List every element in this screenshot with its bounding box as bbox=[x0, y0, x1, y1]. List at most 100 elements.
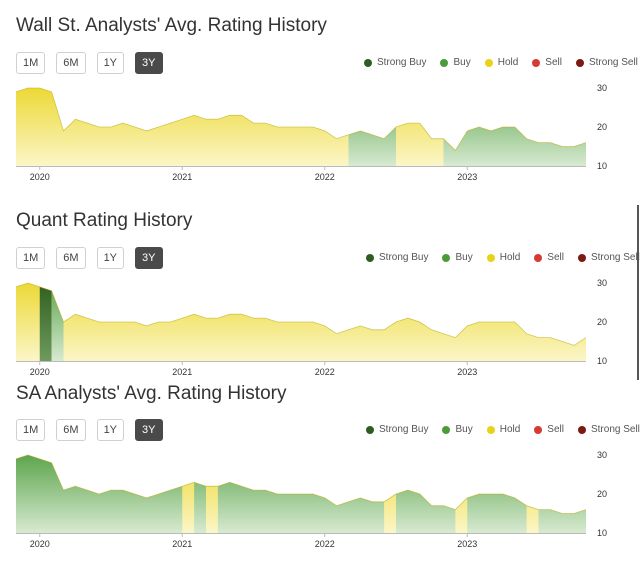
range-button-1m[interactable]: 1M bbox=[16, 247, 45, 269]
y-tick-label: 30 bbox=[597, 450, 607, 460]
legend-dot-icon bbox=[576, 59, 584, 67]
y-tick-label: 30 bbox=[597, 83, 607, 93]
legend-label: Strong Sell bbox=[591, 252, 640, 263]
legend-sell[interactable]: Sell bbox=[532, 57, 562, 68]
rating-band bbox=[16, 86, 349, 166]
legend-sell[interactable]: Sell bbox=[534, 424, 564, 435]
legend: Strong Buy Buy Hold Sell Strong Sell bbox=[364, 57, 638, 68]
range-button-1y[interactable]: 1Y bbox=[97, 247, 124, 269]
legend-dot-icon bbox=[366, 254, 374, 262]
rating-band bbox=[16, 281, 586, 361]
y-tick-label: 20 bbox=[597, 317, 607, 327]
y-tick-label: 10 bbox=[597, 161, 607, 171]
legend-strong-sell[interactable]: Strong Sell bbox=[578, 252, 640, 263]
rating-stripe bbox=[206, 453, 218, 533]
legend-label: Hold bbox=[500, 252, 521, 263]
rating-bands bbox=[16, 86, 586, 166]
legend-buy[interactable]: Buy bbox=[440, 57, 470, 68]
rating-chart-sa: 30 20 10 2020 2021 2022 2023 bbox=[0, 449, 640, 569]
range-button-1y[interactable]: 1Y bbox=[97, 419, 124, 441]
range-button-1m[interactable]: 1M bbox=[16, 52, 45, 74]
legend: Strong Buy Buy Hold Sell Strong Sell bbox=[366, 252, 640, 263]
legend-dot-icon bbox=[578, 254, 586, 262]
rating-stripe bbox=[40, 281, 52, 361]
legend-buy[interactable]: Buy bbox=[442, 252, 472, 263]
legend-label: Buy bbox=[453, 57, 470, 68]
legend-dot-icon bbox=[485, 59, 493, 67]
x-tick-label: 2022 bbox=[315, 367, 335, 377]
legend: Strong Buy Buy Hold Sell Strong Sell bbox=[366, 424, 640, 435]
legend-dot-icon bbox=[534, 426, 542, 434]
legend-hold[interactable]: Hold bbox=[487, 252, 521, 263]
range-button-3y[interactable]: 3Y bbox=[135, 52, 162, 74]
legend-strong-buy[interactable]: Strong Buy bbox=[366, 424, 428, 435]
rating-stripe bbox=[182, 453, 194, 533]
scrollbar[interactable] bbox=[637, 205, 639, 380]
x-tick-label: 2023 bbox=[457, 539, 477, 549]
rating-band bbox=[396, 86, 444, 166]
y-tick-label: 20 bbox=[597, 489, 607, 499]
x-tick-label: 2023 bbox=[457, 172, 477, 182]
legend-dot-icon bbox=[366, 426, 374, 434]
legend-strong-sell[interactable]: Strong Sell bbox=[576, 57, 638, 68]
legend-sell[interactable]: Sell bbox=[534, 252, 564, 263]
rating-band bbox=[349, 86, 397, 166]
legend-dot-icon bbox=[440, 59, 448, 67]
y-tick-label: 10 bbox=[597, 528, 607, 538]
y-tick-label: 10 bbox=[597, 356, 607, 366]
legend-dot-icon bbox=[364, 59, 372, 67]
range-button-1m[interactable]: 1M bbox=[16, 419, 45, 441]
range-button-3y[interactable]: 3Y bbox=[135, 419, 162, 441]
legend-dot-icon bbox=[487, 426, 495, 434]
range-buttons: 1M 6M 1Y 3Y bbox=[16, 52, 163, 74]
legend-label: Sell bbox=[547, 252, 564, 263]
legend-dot-icon bbox=[532, 59, 540, 67]
x-tick-label: 2021 bbox=[172, 172, 192, 182]
legend-dot-icon bbox=[578, 426, 586, 434]
legend-label: Buy bbox=[455, 424, 472, 435]
range-button-1y[interactable]: 1Y bbox=[97, 52, 124, 74]
legend-label: Strong Buy bbox=[379, 424, 428, 435]
legend-strong-sell[interactable]: Strong Sell bbox=[578, 424, 640, 435]
legend-strong-buy[interactable]: Strong Buy bbox=[364, 57, 426, 68]
rating-stripe bbox=[384, 453, 396, 533]
y-tick-label: 20 bbox=[597, 122, 607, 132]
legend-hold[interactable]: Hold bbox=[485, 57, 519, 68]
rating-band bbox=[444, 86, 587, 166]
x-tick-label: 2023 bbox=[457, 367, 477, 377]
legend-strong-buy[interactable]: Strong Buy bbox=[366, 252, 428, 263]
range-button-6m[interactable]: 6M bbox=[56, 247, 85, 269]
range-button-6m[interactable]: 6M bbox=[56, 419, 85, 441]
x-tick-label: 2020 bbox=[30, 172, 50, 182]
rating-stripe bbox=[52, 281, 64, 361]
range-button-6m[interactable]: 6M bbox=[56, 52, 85, 74]
legend-label: Strong Sell bbox=[589, 57, 638, 68]
legend-dot-icon bbox=[487, 254, 495, 262]
legend-label: Strong Buy bbox=[379, 252, 428, 263]
rating-bands bbox=[16, 281, 586, 361]
legend-hold[interactable]: Hold bbox=[487, 424, 521, 435]
rating-stripe bbox=[527, 453, 539, 533]
legend-label: Sell bbox=[545, 57, 562, 68]
legend-label: Hold bbox=[498, 57, 519, 68]
range-button-3y[interactable]: 3Y bbox=[135, 247, 162, 269]
range-buttons: 1M 6M 1Y 3Y bbox=[16, 419, 163, 441]
range-buttons: 1M 6M 1Y 3Y bbox=[16, 247, 163, 269]
chart-title: SA Analysts' Avg. Rating History bbox=[16, 383, 286, 405]
legend-dot-icon bbox=[534, 254, 542, 262]
x-tick-label: 2020 bbox=[30, 539, 50, 549]
x-tick-label: 2020 bbox=[30, 367, 50, 377]
legend-dot-icon bbox=[442, 254, 450, 262]
x-tick-label: 2022 bbox=[315, 539, 335, 549]
legend-label: Strong Sell bbox=[591, 424, 640, 435]
legend-dot-icon bbox=[442, 426, 450, 434]
legend-label: Sell bbox=[547, 424, 564, 435]
rating-stripe bbox=[455, 453, 467, 533]
legend-buy[interactable]: Buy bbox=[442, 424, 472, 435]
x-tick-label: 2021 bbox=[172, 367, 192, 377]
x-tick-label: 2021 bbox=[172, 539, 192, 549]
chart-title: Wall St. Analysts' Avg. Rating History bbox=[16, 15, 327, 37]
legend-label: Strong Buy bbox=[377, 57, 426, 68]
